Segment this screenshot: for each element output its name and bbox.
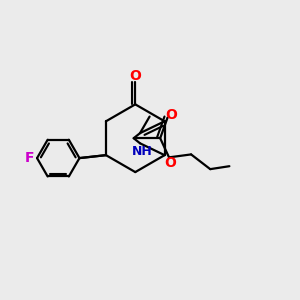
Text: O: O (165, 108, 177, 122)
Text: O: O (129, 69, 141, 83)
Text: F: F (25, 151, 34, 165)
Text: O: O (165, 156, 176, 170)
Text: NH: NH (132, 145, 153, 158)
